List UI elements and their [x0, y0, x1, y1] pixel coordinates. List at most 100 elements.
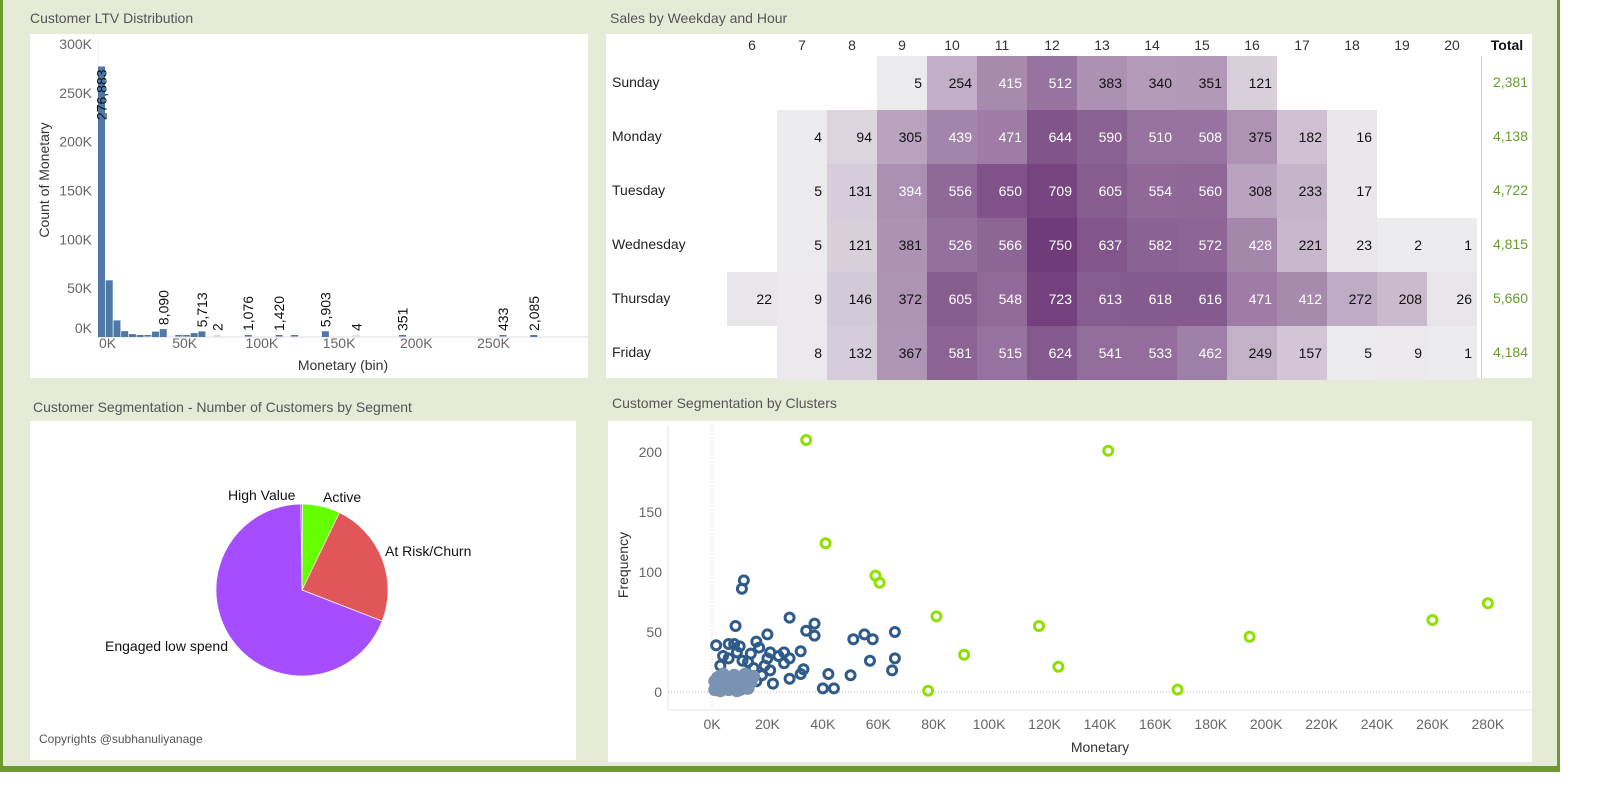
bar-data-label: 1,420	[271, 296, 287, 331]
x-axis-title: Monetary (bin)	[298, 357, 388, 373]
heatmap-cell: 508	[1177, 110, 1227, 164]
pie-slice	[301, 512, 389, 622]
histogram-bar	[159, 329, 167, 337]
histogram-bar	[399, 335, 407, 337]
heatmap-cell: 637	[1077, 218, 1127, 272]
heatmap-cell: 428	[1227, 218, 1277, 272]
scatter-point	[808, 617, 821, 630]
hour-header: 19	[1394, 37, 1410, 53]
heatmap-cell: 412	[1277, 272, 1327, 326]
heatmap-cell: 510	[1127, 110, 1177, 164]
scatter-point	[772, 650, 785, 662]
scatter-point	[1426, 614, 1439, 626]
scatter-point	[766, 677, 779, 690]
heatmap-cell: 650	[977, 164, 1027, 218]
scatter-point	[1052, 660, 1065, 673]
scatter-point	[800, 624, 813, 637]
histogram-bar	[144, 335, 152, 337]
heatmap-cell: 157	[1277, 326, 1327, 380]
y-tick-label: 200K	[59, 134, 92, 150]
pie-slice-label: At Risk/Churn	[385, 543, 471, 559]
heatmap-cell: 146	[827, 272, 877, 326]
scatter-point	[794, 645, 807, 658]
weekday-label: Friday	[612, 344, 651, 360]
histogram-bar	[128, 334, 136, 337]
hour-header: 15	[1194, 37, 1210, 53]
scatter-point	[800, 434, 813, 446]
scatter-point	[708, 674, 722, 688]
scatter-point	[858, 628, 871, 641]
y-tick-label: 300K	[59, 36, 92, 52]
heatmap-cell: 590	[1077, 110, 1127, 164]
bar-data-label: 2,085	[526, 296, 542, 331]
x-tick-label: 200K	[1250, 716, 1283, 732]
scatter-point	[844, 669, 857, 682]
y-tick-label: 0	[654, 684, 662, 700]
scatter-point	[822, 668, 835, 680]
hour-header: 7	[798, 37, 806, 53]
heatmap-cell: 582	[1127, 218, 1177, 272]
weekday-label: Wednesday	[612, 236, 686, 252]
scatter-point	[1243, 630, 1256, 643]
histogram-bar	[121, 331, 129, 337]
scatter-point	[1032, 620, 1045, 632]
scatter-panel	[608, 421, 1532, 762]
scatter-point	[783, 652, 796, 665]
scatter-point	[1102, 444, 1115, 457]
heatmap-cell: 709	[1027, 164, 1077, 218]
histogram-bar	[175, 335, 183, 337]
heatmap-cell: 560	[1177, 164, 1227, 218]
heatmap-cell: 381	[877, 218, 927, 272]
scatter-point	[888, 626, 901, 638]
heatmap-title: Sales by Weekday and Hour	[610, 10, 788, 26]
heatmap-cell: 305	[877, 110, 927, 164]
scatter-point	[761, 628, 774, 641]
hour-header: 18	[1344, 37, 1360, 53]
bar-data-label: 5,713	[194, 292, 210, 327]
heatmap-cell: 723	[1027, 272, 1077, 326]
heatmap-cell: 340	[1127, 56, 1177, 110]
y-tick-label: 0K	[75, 320, 93, 336]
heatmap-cell: 221	[1277, 218, 1327, 272]
hour-header: 17	[1294, 37, 1310, 53]
heatmap-cell: 471	[977, 110, 1027, 164]
y-tick-label: 50	[646, 624, 662, 640]
y-tick-label: 100	[639, 564, 663, 580]
heatmap-cell: 121	[827, 218, 877, 272]
hour-header: 13	[1094, 37, 1110, 53]
hour-header: 12	[1044, 37, 1060, 53]
heatmap-cell: 1	[1427, 218, 1477, 272]
heatmap-cell: 131	[827, 164, 877, 218]
heatmap-cell: 415	[977, 56, 1027, 110]
histogram-bar	[113, 320, 121, 337]
ltv-title: Customer LTV Distribution	[30, 10, 194, 26]
x-tick-label: 0K	[703, 716, 721, 732]
ltv-panel	[30, 34, 588, 378]
y-tick-label: 150K	[59, 182, 92, 198]
heatmap-cell: 208	[1377, 272, 1427, 326]
total-divider	[1481, 56, 1482, 378]
scatter-point	[873, 576, 886, 589]
heatmap-cell: 5	[1327, 326, 1377, 380]
pie-slice-label: Active	[323, 489, 361, 505]
histogram-bar	[275, 335, 283, 337]
heatmap-cell: 4	[777, 110, 827, 164]
hour-header: 20	[1444, 37, 1460, 53]
heatmap-cell: 526	[927, 218, 977, 272]
x-tick-label: 150K	[323, 335, 356, 351]
x-tick-label: 200K	[400, 335, 433, 351]
scatter-point	[863, 654, 876, 667]
heatmap-cell: 572	[1177, 218, 1227, 272]
heatmap-cell: 23	[1327, 218, 1377, 272]
scatter-point	[722, 638, 735, 650]
heatmap-cell: 372	[877, 272, 927, 326]
row-total: 4,184	[1492, 344, 1528, 360]
x-tick-label: 240K	[1361, 716, 1394, 732]
heatmap-cell: 554	[1127, 164, 1177, 218]
heatmap-cell: 605	[927, 272, 977, 326]
x-tick-label: 0K	[99, 335, 117, 351]
hour-header: 11	[994, 37, 1010, 53]
histogram-bar	[105, 280, 113, 337]
scatter-point	[847, 633, 860, 646]
